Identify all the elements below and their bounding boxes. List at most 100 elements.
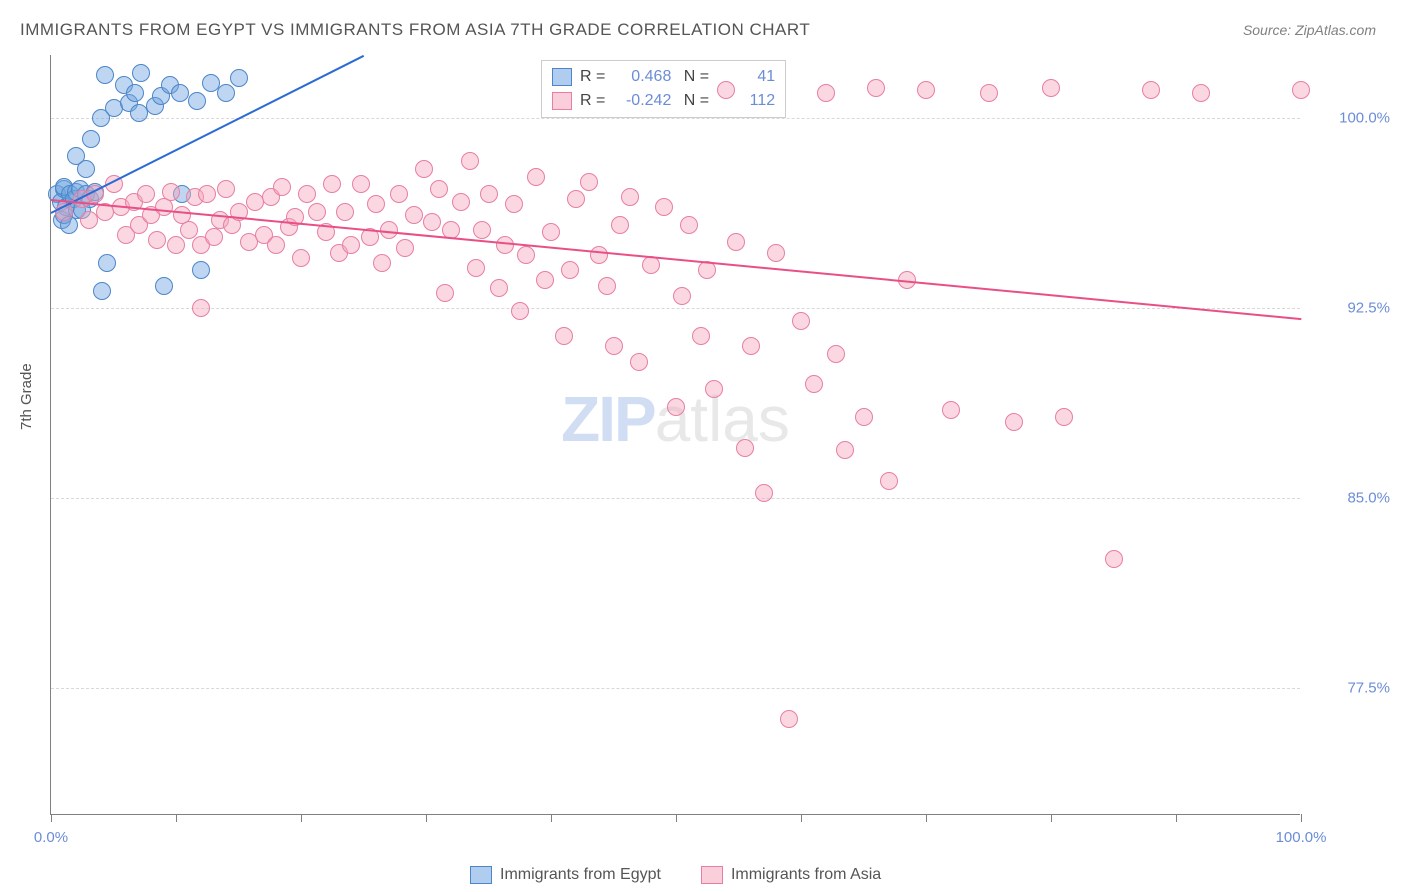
y-axis-label: 7th Grade <box>18 363 35 430</box>
scatter-point <box>598 277 616 295</box>
y-tick-label: 77.5% <box>1310 680 1390 697</box>
scatter-point <box>605 337 623 355</box>
scatter-point <box>717 81 735 99</box>
scatter-point <box>188 92 206 110</box>
scatter-point <box>1192 84 1210 102</box>
legend-item: Immigrants from Egypt <box>470 866 661 884</box>
scatter-point <box>148 231 166 249</box>
scatter-point <box>167 236 185 254</box>
scatter-point <box>517 246 535 264</box>
scatter-point <box>736 439 754 457</box>
scatter-point <box>452 193 470 211</box>
scatter-point <box>423 213 441 231</box>
legend-label: Immigrants from Asia <box>731 866 881 884</box>
x-tick <box>301 814 302 822</box>
scatter-point <box>742 337 760 355</box>
scatter-point <box>621 188 639 206</box>
stats-row: R = -0.242 N = 112 <box>552 89 775 113</box>
scatter-point <box>780 710 798 728</box>
x-tick <box>1176 814 1177 822</box>
scatter-point <box>171 84 189 102</box>
x-tick <box>1051 814 1052 822</box>
scatter-point <box>505 195 523 213</box>
scatter-point <box>590 246 608 264</box>
x-tick <box>801 814 802 822</box>
scatter-point <box>292 249 310 267</box>
scatter-point <box>367 195 385 213</box>
scatter-point <box>480 185 498 203</box>
watermark-zip: ZIP <box>561 383 655 455</box>
stats-label: N = <box>679 65 709 89</box>
scatter-point <box>755 484 773 502</box>
scatter-point <box>132 64 150 82</box>
x-tick <box>676 814 677 822</box>
scatter-point <box>373 254 391 272</box>
scatter-point <box>198 185 216 203</box>
scatter-point <box>727 233 745 251</box>
x-tick-label: 0.0% <box>34 829 68 846</box>
x-tick-label: 100.0% <box>1276 829 1327 846</box>
scatter-point <box>390 185 408 203</box>
chart-title: IMMIGRANTS FROM EGYPT VS IMMIGRANTS FROM… <box>20 20 810 40</box>
y-tick-label: 85.0% <box>1310 490 1390 507</box>
y-tick-label: 92.5% <box>1310 300 1390 317</box>
scatter-plot-area: ZIPatlas R = 0.468 N = 41 R = -0.242 N =… <box>50 55 1300 815</box>
scatter-point <box>336 203 354 221</box>
scatter-point <box>205 228 223 246</box>
stats-swatch-egypt <box>552 68 572 86</box>
x-tick <box>926 814 927 822</box>
scatter-point <box>1055 408 1073 426</box>
scatter-point <box>192 261 210 279</box>
scatter-point <box>130 104 148 122</box>
scatter-point <box>352 175 370 193</box>
scatter-point <box>93 282 111 300</box>
scatter-point <box>705 380 723 398</box>
stats-swatch-asia <box>552 92 572 110</box>
scatter-point <box>805 375 823 393</box>
chart-legend: Immigrants from Egypt Immigrants from As… <box>470 866 881 884</box>
scatter-point <box>126 84 144 102</box>
stats-label: N = <box>679 89 709 113</box>
scatter-point <box>298 185 316 203</box>
correlation-stats-box: R = 0.468 N = 41 R = -0.242 N = 112 <box>541 60 786 118</box>
scatter-point <box>555 327 573 345</box>
scatter-point <box>308 203 326 221</box>
scatter-point <box>96 66 114 84</box>
watermark: ZIPatlas <box>561 382 790 456</box>
scatter-point <box>396 239 414 257</box>
scatter-point <box>467 259 485 277</box>
scatter-point <box>415 160 433 178</box>
stats-r-value: -0.242 <box>613 89 671 113</box>
scatter-point <box>98 254 116 272</box>
scatter-point <box>673 287 691 305</box>
scatter-point <box>217 180 235 198</box>
scatter-point <box>667 398 685 416</box>
scatter-point <box>490 279 508 297</box>
scatter-point <box>461 152 479 170</box>
legend-swatch-egypt <box>470 866 492 884</box>
scatter-point <box>942 401 960 419</box>
stats-r-value: 0.468 <box>613 65 671 89</box>
x-tick <box>176 814 177 822</box>
scatter-point <box>230 69 248 87</box>
scatter-point <box>611 216 629 234</box>
scatter-point <box>855 408 873 426</box>
scatter-point <box>77 160 95 178</box>
scatter-point <box>630 353 648 371</box>
scatter-point <box>917 81 935 99</box>
scatter-point <box>836 441 854 459</box>
scatter-point <box>980 84 998 102</box>
legend-label: Immigrants from Egypt <box>500 866 661 884</box>
scatter-point <box>692 327 710 345</box>
scatter-point <box>536 271 554 289</box>
scatter-point <box>473 221 491 239</box>
scatter-point <box>827 345 845 363</box>
scatter-point <box>405 206 423 224</box>
stats-label: R = <box>580 89 605 113</box>
scatter-point <box>817 84 835 102</box>
legend-item: Immigrants from Asia <box>701 866 881 884</box>
scatter-point <box>162 183 180 201</box>
scatter-point <box>217 84 235 102</box>
scatter-point <box>342 236 360 254</box>
y-tick-label: 100.0% <box>1310 110 1390 127</box>
